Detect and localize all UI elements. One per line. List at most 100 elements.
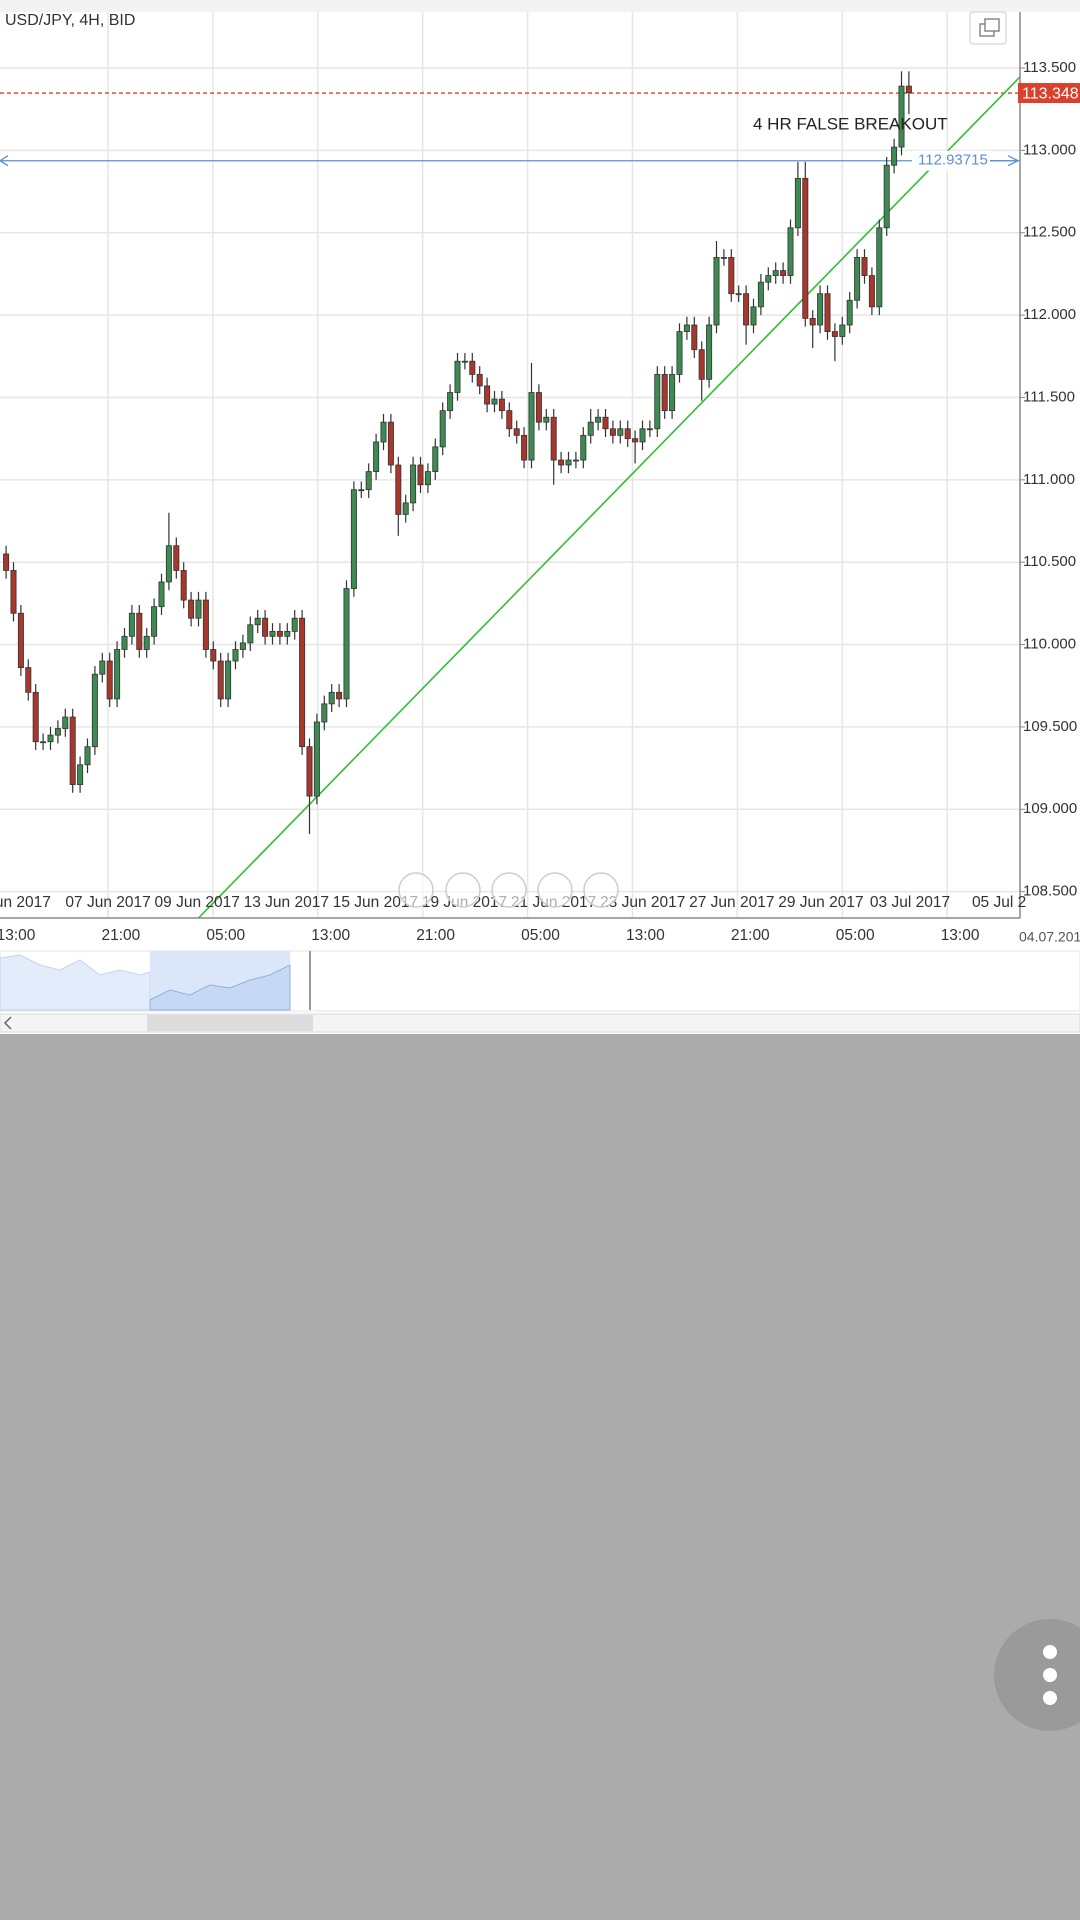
candle-body — [595, 416, 602, 423]
candle-body — [365, 471, 372, 491]
candle-body — [521, 434, 528, 461]
candle-body — [165, 545, 172, 583]
y-tick-label: 113.000 — [1023, 141, 1076, 158]
candle-body — [765, 275, 772, 283]
candle-body — [84, 746, 91, 766]
candle-body — [587, 421, 594, 436]
candle-body — [180, 570, 187, 601]
candle-body — [299, 617, 306, 748]
candle-body — [543, 416, 550, 423]
candle-body — [883, 164, 890, 229]
reset-button[interactable] — [491, 872, 527, 908]
candle-body — [565, 459, 572, 466]
zoom-out-button[interactable] — [445, 872, 481, 908]
candle-body — [891, 146, 898, 166]
candle-body — [247, 624, 254, 644]
candle-body — [513, 428, 520, 436]
zoom-in-button[interactable] — [537, 872, 573, 908]
price-level-label: 112.93715 — [918, 152, 988, 169]
scrollbar-thumb[interactable] — [147, 1015, 313, 1031]
price-level-box — [1018, 83, 1080, 104]
candle-body — [158, 581, 165, 608]
y-tick-label: 109.000 — [1023, 800, 1077, 817]
candle-body — [454, 360, 461, 393]
candle-body — [262, 617, 269, 637]
candle-body — [624, 428, 631, 440]
pan-right-button[interactable] — [583, 872, 619, 908]
candle-body — [469, 360, 476, 375]
candle-body — [461, 360, 468, 363]
candle-body — [25, 667, 32, 693]
candle-body — [136, 612, 143, 650]
y-tick-label: 108.500 — [1023, 883, 1077, 900]
candle-body — [861, 257, 868, 276]
top-strip — [0, 0, 1080, 12]
date-label: 07 Jun 2017 — [65, 894, 150, 911]
candle-body — [410, 464, 417, 504]
chart-panel — [0, 0, 1080, 1034]
chart-title: USD/JPY, 4H, BID — [5, 12, 135, 29]
candle-body — [91, 673, 98, 748]
date-label: 15 Jun 2017 — [333, 894, 418, 911]
candle-body — [32, 691, 39, 743]
candle-body — [210, 649, 217, 662]
candle-body — [173, 545, 180, 571]
candle-body — [447, 392, 454, 412]
trendline — [197, 75, 1020, 918]
candle-body — [62, 716, 69, 729]
candle-body — [321, 703, 328, 723]
candle-body — [395, 464, 402, 515]
navigator-end-label: 04.07.201 — [1019, 929, 1080, 945]
candle-body — [506, 410, 513, 430]
candle-body — [106, 660, 113, 700]
candle-body — [121, 635, 128, 650]
plot — [0, 71, 1020, 918]
navigator — [0, 950, 1080, 1033]
candle-body — [17, 612, 24, 669]
candle-body — [328, 691, 335, 705]
time-label: 13:00 — [311, 927, 350, 944]
candle-body — [40, 741, 47, 744]
candle-body — [535, 392, 542, 423]
candle-body — [491, 398, 498, 405]
candle-body — [373, 441, 380, 472]
candle-body — [868, 275, 875, 308]
candle-body — [114, 649, 121, 700]
scroll-left[interactable] — [3, 1016, 12, 1030]
fab-menu[interactable] — [994, 1619, 1080, 1731]
candle-body — [387, 421, 394, 466]
candle-body — [572, 459, 579, 462]
candle-body — [713, 257, 720, 326]
pan-left-button[interactable] — [398, 872, 434, 908]
candle-body — [99, 660, 106, 675]
popout-button[interactable] — [969, 11, 1007, 45]
candle-body — [350, 489, 357, 589]
candle-body — [817, 293, 824, 326]
time-label: 13:00 — [941, 927, 980, 944]
candle-body — [698, 349, 705, 380]
level-arrow — [0, 155, 9, 167]
candle-body — [602, 416, 609, 430]
annotation: 4 HR FALSE BREAKOUT — [753, 114, 948, 133]
candle-body — [358, 489, 365, 492]
candle-body — [898, 85, 905, 148]
candle-body — [757, 281, 764, 308]
y-tick-label: 113.500 — [1023, 59, 1076, 76]
candle-body — [794, 177, 801, 229]
candle-body — [484, 385, 491, 405]
time-label: 05:00 — [521, 927, 560, 944]
candle-body — [336, 691, 343, 700]
candle-body — [232, 649, 239, 662]
date-label: 13 Jun 2017 — [244, 894, 329, 911]
candle-body — [195, 599, 202, 619]
time-label: 21:00 — [416, 927, 455, 944]
candle-body — [661, 373, 668, 412]
candle-body — [432, 446, 439, 472]
chart-toolbar — [398, 872, 619, 908]
candle-body — [69, 716, 76, 785]
time-label: 05:00 — [206, 927, 245, 944]
candle-body — [720, 257, 727, 259]
candle-body — [143, 635, 150, 650]
candle-body — [750, 306, 757, 326]
candle-body — [654, 373, 661, 430]
